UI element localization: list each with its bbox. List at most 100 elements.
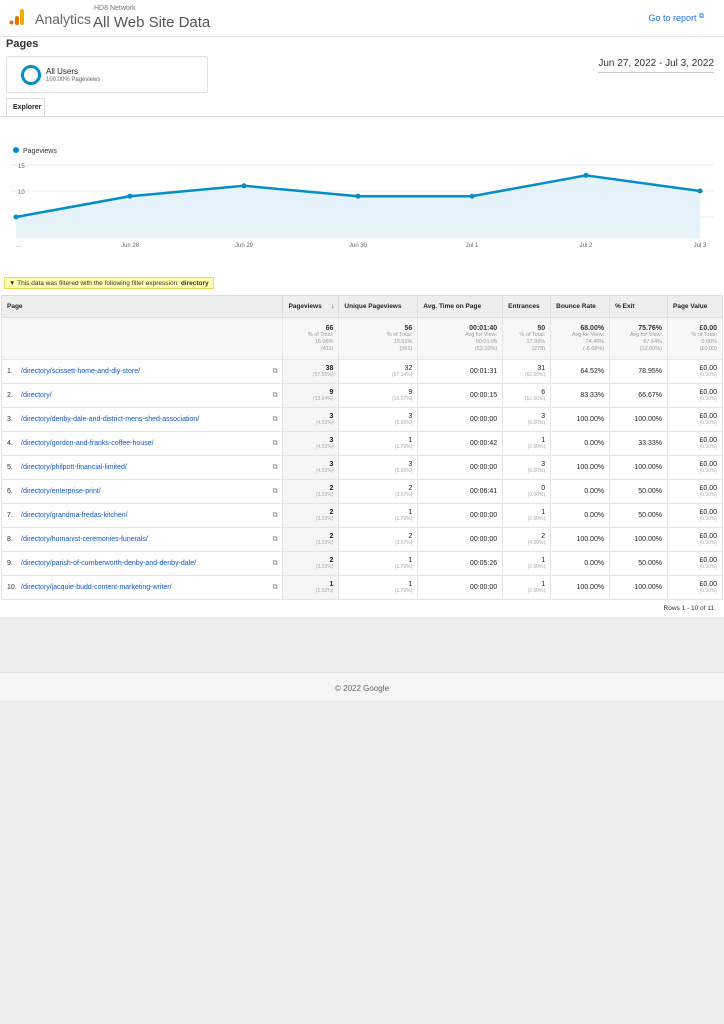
open-page-icon[interactable]: ⧉ [272,511,278,519]
unique-pageviews-cell: 2 (3.57%) [338,479,419,504]
entrances-cell: 2 (4.00%) [502,527,552,552]
page-cell: 5. /directory/philpott-financial-limited/… [0,455,284,480]
total-cell: £0.00% of Total: 0.00% (£0.00) [667,317,723,360]
open-page-icon[interactable]: ⧉ [272,583,278,591]
divider [0,116,724,117]
bounce-rate-cell: 0.00% [550,503,611,528]
data-point [13,214,19,220]
total-cell: 66% of Total: 16.06% (411) [282,317,340,360]
exit-cell: 50.00% [609,479,669,504]
table-row: 6. /directory/enterprise-print/ ⧉ 2 (3.03%)… [0,479,723,504]
legend-dot [13,147,19,153]
column-header[interactable]: Unique Pageviews [338,295,419,318]
rows-count: Rows 1 - 10 of 11 [663,605,714,612]
data-table: Page Pageviews ↓ Unique Pageviews Avg. Time … [0,295,723,600]
column-header[interactable]: Page [0,295,284,318]
page-value-cell: £0.00 (0.00%) [667,551,723,576]
data-point [469,193,475,199]
page-cell: 10. /directory/jacquie-budd-content-marke… [0,575,284,600]
page-value-cell: £0.00 (0.00%) [667,503,723,528]
page-link[interactable]: /directory/humanist-ceremonies-funerals/ [21,535,148,543]
open-page-icon[interactable]: ⧉ [272,487,278,495]
tab-explorer[interactable]: Explorer [6,98,45,116]
page-link[interactable]: /directory/philpott-financial-limited/ [21,463,127,471]
go-to-report-link[interactable]: Go to report ⧉ [648,13,704,23]
x-tick-label: ... [16,243,21,249]
unique-pageviews-cell: 1 (1.79%) [338,551,419,576]
entrances-cell: 3 (6.00%) [502,407,552,432]
data-point [127,193,133,199]
row-index: 2. [7,391,13,399]
open-page-icon[interactable]: ⧉ [272,463,278,471]
account-name[interactable]: HD8 Network [94,5,136,12]
unique-pageviews-cell: 2 (3.57%) [338,527,419,552]
page-cell: 4. /directory/gordon-and-franks-coffee-ho… [0,431,284,456]
exit-cell: 33.33% [609,431,669,456]
column-header[interactable]: Pageviews ↓ [282,295,340,318]
pageviews-cell: 2 (3.03%) [282,551,340,576]
page-value-cell: £0.00 (0.00%) [667,359,723,384]
open-page-icon[interactable]: ⧉ [272,391,278,399]
page-cell: 2. /directory/ ⧉ [0,383,284,408]
avg-time-cell: 00:05:26 [417,551,504,576]
row-index: 1. [7,367,13,375]
segment-card[interactable]: All Users 100.00% Pageviews [6,56,208,93]
bounce-rate-cell: 0.00% [550,431,611,456]
unique-pageviews-cell: 32 (57.14%) [338,359,419,384]
analytics-logo-icon [9,9,24,25]
page-cell: 9. /directory/parish-of-cumberworth-denby… [0,551,284,576]
page-value-cell: £0.00 (0.00%) [667,527,723,552]
exit-cell: 66.67% [609,383,669,408]
open-page-icon[interactable]: ⧉ [272,439,278,447]
footer: © 2022 Google [0,672,724,702]
column-header[interactable]: % Exit [609,295,669,318]
page-cell: 7. /directory/grandma-fredas-kitchen/ ⧉ [0,503,284,528]
open-page-icon[interactable]: ⧉ [272,535,278,543]
bounce-rate-cell: 100.00% [550,575,611,600]
exit-cell: 100.00% [609,455,669,480]
table-row: 7. /directory/grandma-fredas-kitchen/ ⧉ 2(… [0,503,723,528]
page-link[interactable]: /directory/gordon-and-franks-coffee-hous… [21,439,154,447]
page-link[interactable]: /directory/scissett-home-and-diy-store/ [21,367,141,375]
column-header[interactable]: Bounce Rate [550,295,611,318]
date-range-picker[interactable]: Jun 27, 2022 - Jul 3, 2022 [598,58,714,73]
row-index: 8. [7,535,13,543]
total-cell: 56% of Total: 15.51% (361) [338,317,419,360]
sort-desc-icon: ↓ [331,303,335,310]
open-page-icon[interactable]: ⧉ [272,415,278,423]
x-tick-label: Jun 28 [121,243,140,249]
table-row: 4. /directory/gordon-and-franks-coffee-ho… [0,431,723,456]
page-link[interactable]: /directory/ [21,391,52,399]
data-point [355,193,361,199]
pageviews-cell: 2 (3.03%) [282,479,340,504]
report-page: Analytics HD8 Network All Web Site Data … [0,0,724,617]
data-point [583,172,589,178]
page-link[interactable]: /directory/enterprise-print/ [21,487,101,495]
column-header[interactable]: Entrances [502,295,552,318]
column-header[interactable]: Avg. Time on Page [417,295,504,318]
data-point [697,188,703,194]
page-value-cell: £0.00 (0.00%) [667,431,723,456]
property-name[interactable]: All Web Site Data [93,14,211,31]
page-link[interactable]: /directory/parish-of-cumberworth-denby-a… [21,559,197,567]
page-link[interactable]: /directory/grandma-fredas-kitchen/ [21,511,128,519]
x-tick-label: Jul 2 [580,243,593,249]
entrances-cell: 6 (12.00%) [502,383,552,408]
page-link[interactable]: /directory/jacquie-budd-content-marketin… [21,583,172,591]
avg-time-cell: 00:00:00 [417,527,504,552]
segment-sub: 100.00% Pageviews [46,77,101,83]
unique-pageviews-cell: 9 (16.07%) [338,383,419,408]
avg-time-cell: 00:00:00 [417,575,504,600]
open-page-icon[interactable]: ⧉ [272,559,278,567]
pageviews-cell: 1 (1.52%) [282,575,340,600]
segment-name: All Users [46,67,79,76]
page-link[interactable]: /directory/denby-dale-and-district-mens-… [21,415,200,423]
pageviews-cell: 9 (13.64%) [282,383,340,408]
y-tick-label: 15 [18,164,25,170]
column-header[interactable]: Page Value [667,295,723,318]
avg-time-cell: 00:00:00 [417,407,504,432]
x-tick-label: Jun 29 [235,243,254,249]
open-page-icon[interactable]: ⧉ [272,367,278,375]
bounce-rate-cell: 100.00% [550,407,611,432]
